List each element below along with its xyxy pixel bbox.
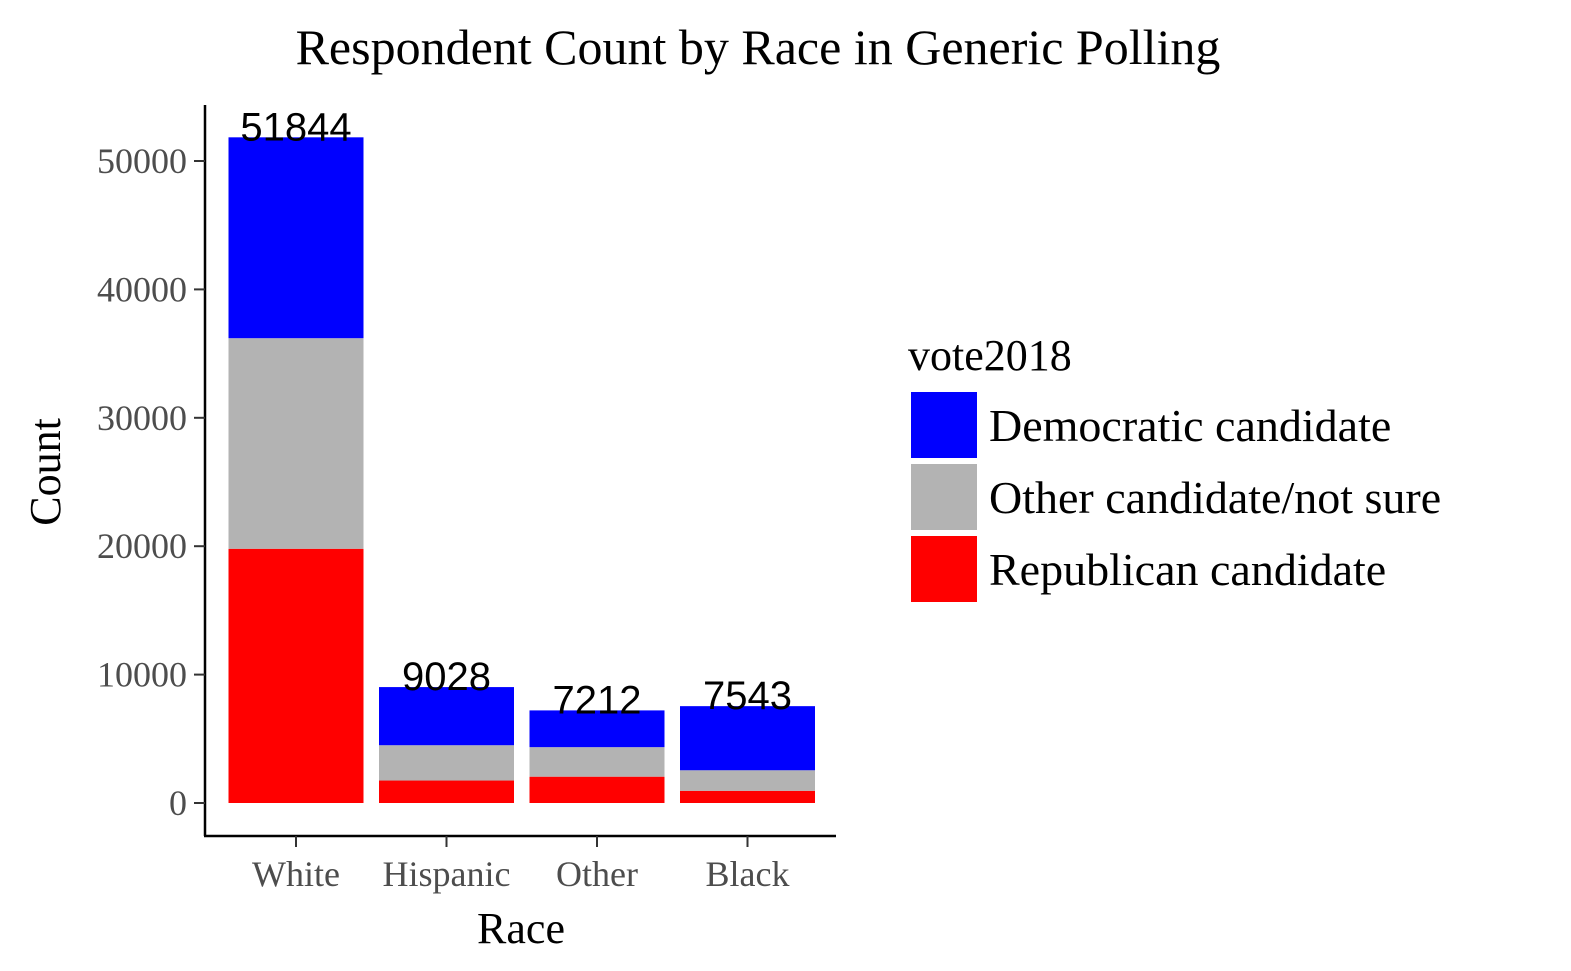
bar-segment (379, 745, 514, 781)
bar-segment (529, 710, 665, 748)
bar-segment (228, 548, 364, 803)
bar-segment (379, 687, 514, 746)
legend-title: vote2018 (908, 331, 1072, 380)
bar-segment (680, 706, 815, 771)
x-tick-label: Black (706, 854, 790, 894)
legend-label: Democratic candidate (989, 400, 1391, 451)
x-tick-label: White (252, 854, 340, 894)
legend-key (911, 536, 977, 602)
y-tick-label: 30000 (97, 398, 187, 438)
x-tick-label: Other (556, 854, 638, 894)
bar-total-label: 7212 (553, 678, 642, 722)
bar-segment (529, 747, 665, 777)
y-tick-label: 0 (169, 783, 187, 823)
bar-segment (680, 790, 815, 803)
x-axis-title: Race (477, 904, 565, 953)
y-tick-label: 10000 (97, 655, 187, 695)
y-tick-label: 50000 (97, 141, 187, 181)
bar-segment (228, 137, 364, 339)
bar-total-label: 9028 (402, 655, 491, 699)
bar-total-label: 51844 (240, 105, 351, 149)
bar-segment (680, 770, 815, 791)
legend-label: Other candidate/not sure (989, 472, 1441, 523)
y-tick-label: 20000 (97, 526, 187, 566)
y-tick-label: 40000 (97, 269, 187, 309)
x-tick-label: Hispanic (383, 854, 511, 894)
legend-label: Republican candidate (989, 544, 1386, 595)
bar-segment (228, 338, 364, 549)
legend: vote2018 Democratic candidate Other candi… (908, 331, 1441, 602)
y-axis-title: Count (21, 418, 70, 526)
legend-key (911, 464, 977, 530)
bar-segment (379, 780, 514, 803)
bar-segment (529, 776, 665, 803)
bar-total-label: 7543 (703, 674, 792, 718)
chart-title: Respondent Count by Race in Generic Poll… (296, 19, 1221, 75)
legend-key (911, 392, 977, 458)
plot-area: 0 10000 20000 30000 40000 50000 51844 White 9028… (97, 105, 836, 894)
